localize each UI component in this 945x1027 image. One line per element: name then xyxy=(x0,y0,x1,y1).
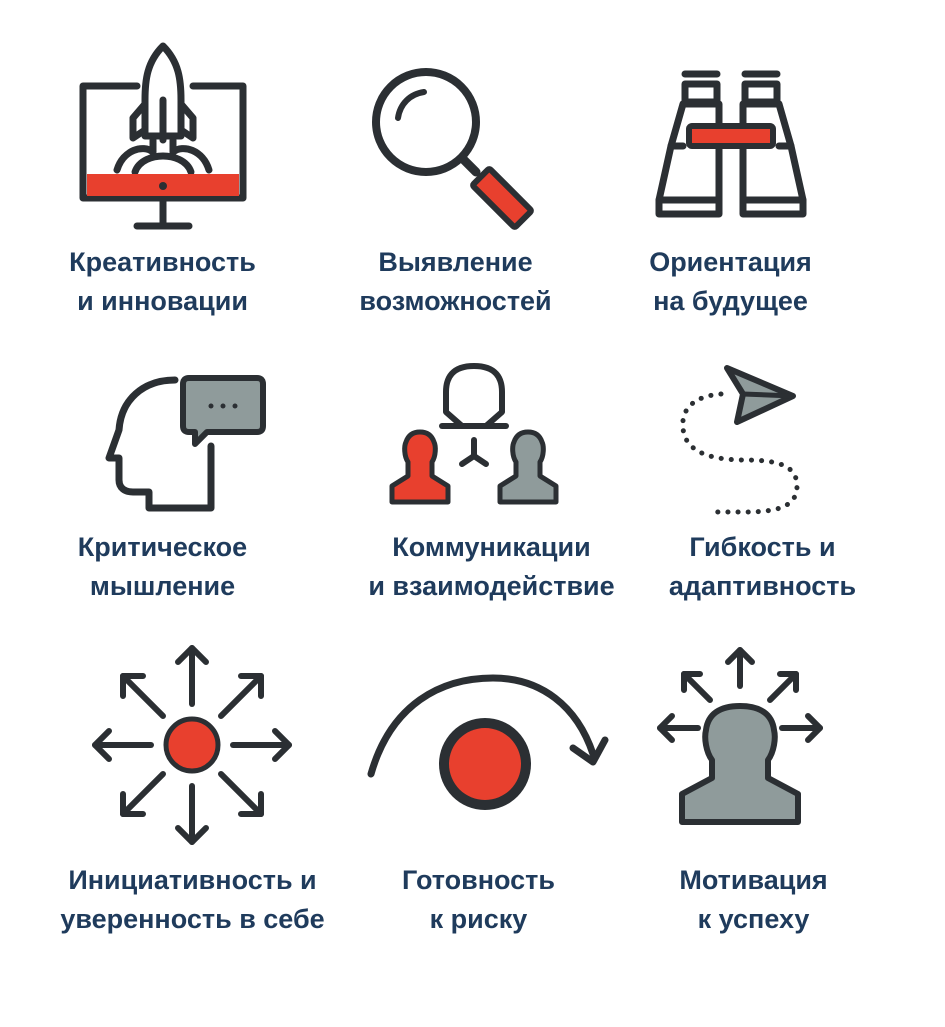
circle-arc-arrow-icon xyxy=(367,674,609,810)
rocket-monitor-icon xyxy=(79,42,247,230)
item-label-line2: и взаимодействие xyxy=(368,571,615,601)
item-label-line1: Креативность xyxy=(69,247,256,277)
item-label-line2: адаптивность xyxy=(668,571,857,601)
item-label-line1: Коммуникации xyxy=(392,532,591,562)
item-label-line1: Инициативность и xyxy=(68,865,317,895)
item-label-line2: уверенность в себе xyxy=(60,904,325,934)
item-label-line1: Ориентация xyxy=(649,247,812,277)
item-label-line1: Гибкость и xyxy=(689,532,836,562)
head-speech-bubble-icon xyxy=(105,375,266,512)
person-arrows-icon xyxy=(657,647,823,825)
item-label-line1: Готовность xyxy=(401,865,556,895)
item-label-line1: Критическое xyxy=(77,532,248,562)
item-label-line2: на будущее xyxy=(653,286,808,316)
item-label-line2: и инновации xyxy=(77,286,248,316)
item-label-line2: мышление xyxy=(89,571,236,601)
item-label-line1: Мотивация xyxy=(679,865,828,895)
item-label-line2: к риску xyxy=(429,904,528,934)
radiating-arrows-icon xyxy=(92,645,292,845)
paper-plane-path-icon xyxy=(680,365,800,515)
people-network-icon xyxy=(389,363,559,505)
binoculars-icon xyxy=(655,70,807,218)
item-label-line1: Выявление xyxy=(378,247,533,277)
magnifier-icon xyxy=(372,68,534,230)
item-label-line2: к успеху xyxy=(697,904,810,934)
item-label-line2: возможностей xyxy=(359,286,552,316)
